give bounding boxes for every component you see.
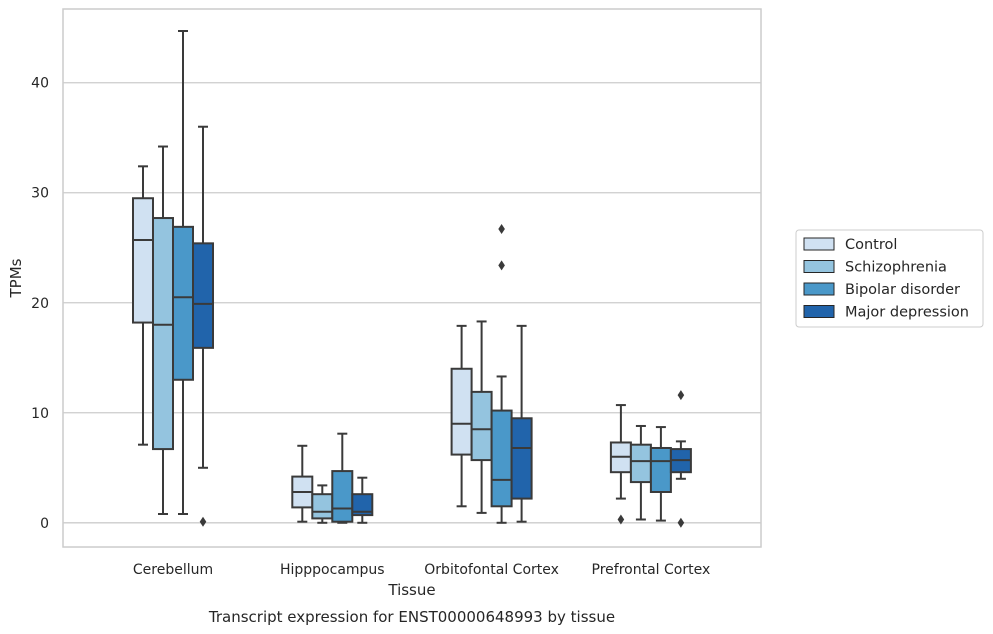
y-tick-label: 10	[31, 406, 49, 422]
outlier-point	[199, 516, 207, 527]
legend-label: Major depression	[845, 305, 969, 321]
y-axis-label: TPMs	[7, 258, 25, 298]
box-group	[609, 404, 632, 525]
legend: Control Schizophrenia Bipolar disorder Majo…	[795, 229, 984, 328]
y-axis-ticks: 0 10 20 30 40	[31, 76, 49, 532]
box-group	[152, 145, 174, 515]
legend-swatch	[803, 305, 835, 318]
box-group	[510, 324, 533, 523]
outlier-point	[498, 224, 505, 235]
box	[649, 446, 672, 493]
box-group	[669, 390, 692, 528]
legend-item: Major depression	[803, 305, 969, 321]
series-schizophrenia	[152, 145, 652, 524]
box-group	[649, 426, 672, 522]
legend-label: Schizophrenia	[845, 260, 947, 276]
series-major-depression	[192, 125, 692, 528]
y-tick-label: 30	[31, 186, 49, 202]
box-group	[291, 444, 314, 523]
x-tick-label: Orbitofontal Cortex	[424, 562, 559, 578]
legend-label: Control	[845, 237, 897, 253]
legend-swatch	[803, 282, 835, 296]
box	[450, 367, 473, 456]
series-bipolar-disorder	[172, 30, 672, 524]
box	[192, 242, 214, 349]
y-tick-label: 20	[31, 296, 49, 312]
box	[172, 225, 194, 381]
outlier-point	[677, 517, 685, 528]
box-group	[192, 125, 214, 527]
box-group	[331, 432, 354, 524]
plot-area-frame	[62, 8, 762, 548]
box	[351, 493, 374, 517]
legend-frame	[795, 229, 984, 328]
legend-swatch	[803, 260, 835, 273]
box	[311, 493, 334, 520]
box-series-layer	[132, 30, 692, 528]
legend-item: Control	[803, 237, 897, 253]
series-control	[132, 165, 632, 525]
legend-label: Bipolar disorder	[845, 282, 960, 298]
y-tick-label: 0	[40, 516, 49, 532]
x-axis-ticks: Cerebellum Hipppocampus Orbitofontal Corte…	[133, 562, 710, 578]
box-group	[450, 324, 473, 508]
box	[331, 470, 354, 523]
outlier-point	[677, 390, 685, 401]
box-group	[132, 165, 154, 446]
box-group	[490, 224, 513, 524]
box	[490, 409, 513, 508]
box	[152, 217, 174, 451]
legend-swatch	[803, 237, 835, 251]
box	[470, 390, 493, 462]
box-group	[351, 476, 374, 524]
box	[629, 443, 652, 484]
outlier-point	[617, 514, 625, 525]
x-tick-label: Cerebellum	[133, 562, 213, 578]
box-group	[470, 320, 493, 514]
outlier-point	[498, 260, 505, 271]
legend-item: Schizophrenia	[803, 260, 947, 276]
box	[132, 197, 154, 324]
box	[510, 417, 533, 500]
x-axis-label: Tissue	[387, 581, 435, 599]
chart-caption: Transcript expression for ENST0000064899…	[208, 608, 615, 626]
legend-item: Bipolar disorder	[803, 282, 960, 298]
x-tick-label: Prefrontal Cortex	[592, 562, 711, 578]
x-tick-label: Hipppocampus	[280, 562, 385, 578]
y-tick-label: 40	[31, 76, 49, 92]
